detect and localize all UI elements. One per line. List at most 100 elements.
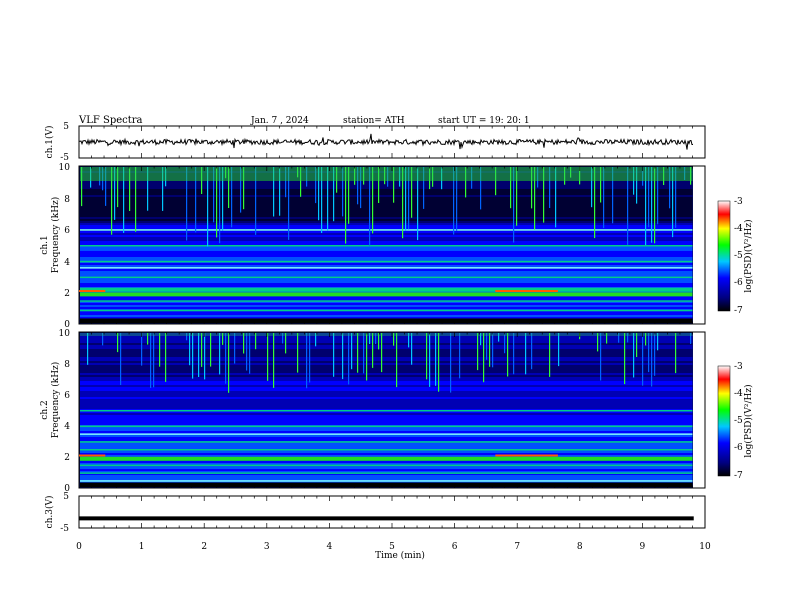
ch2-spectrogram-row [80, 305, 693, 307]
ch2-spectrogram-burst [480, 167, 482, 210]
ch2-spectrogram-row [80, 199, 693, 201]
ch2-spectrogram-burst [315, 167, 317, 204]
ch2-spectrogram-row [80, 217, 693, 219]
ch2b-spectrogram-row [80, 383, 693, 385]
ch2-spectrogram-burst [531, 167, 533, 209]
spec1-tick-8: 8 [64, 195, 70, 205]
ch2-spectrogram-band-segment [495, 290, 558, 292]
ch2-spectrogram-burst [279, 167, 281, 216]
ch2b-spectrogram-burst [255, 333, 257, 350]
ch2b-spectrogram-burst [558, 333, 560, 367]
ch2b-spectrogram-row [80, 379, 693, 381]
ch2b-spectrogram-burst [165, 333, 167, 382]
spec2-tick-10: 10 [59, 329, 71, 339]
ch2-spectrogram-burst [672, 167, 674, 238]
ch2b-spectrogram-row [80, 407, 693, 409]
ch2b-spectrogram-burst [513, 333, 515, 375]
ch2-spectrogram-row [80, 181, 693, 183]
ch2b-spectrogram-row [80, 393, 693, 395]
ch2b-spectrogram-burst [150, 333, 152, 388]
ch2b-spectrogram-burst [411, 333, 413, 365]
ch2b-spectrogram-row [80, 453, 693, 455]
x-tick-label-5: 5 [389, 542, 395, 552]
ch2b-spectrogram-burst [309, 333, 311, 383]
ch2b-spectrogram-row [80, 417, 693, 419]
ch2-spectrogram-burst [327, 167, 329, 231]
ch2b-spectrogram-burst [357, 333, 359, 373]
spec1-ylabel-frequency: Frequency (kHz) [50, 197, 61, 274]
ch2b-spectrogram-burst [366, 333, 368, 381]
ch2b-spectrogram-burst [189, 333, 191, 366]
panel-ch3-waveform: 5 -5 ch.3(V) [44, 492, 706, 534]
ch2b-spectrogram-burst [282, 333, 284, 344]
ch2b-spectrogram-burst [489, 333, 491, 367]
ch2b-spectrogram-row [80, 389, 693, 391]
ch2-spectrogram-burst [162, 167, 164, 211]
spec1-yticks: 10 8 6 4 2 0 [59, 163, 71, 330]
ch2-spectrogram-burst [627, 167, 629, 245]
ch2-spectrogram-burst [114, 167, 116, 220]
ch2-spectrogram-cells [79, 166, 693, 324]
ch2-spectrogram-row [80, 285, 693, 287]
x-axis-label: Time (min) [375, 550, 425, 561]
ch2b-spectrogram-row [80, 401, 693, 403]
ch2b-spectrogram-burst [396, 333, 398, 388]
ch2-spectrogram-row [80, 259, 693, 261]
ch3-ylabel: ch.3(V) [44, 496, 55, 529]
ch2b-spectrogram-band [80, 425, 693, 428]
ch2-spectrogram-row [80, 297, 693, 299]
ch2-spectrogram-row [80, 247, 693, 249]
x-tick-label-9: 9 [640, 542, 646, 552]
ch2-spectrogram-burst [369, 167, 371, 246]
ch2b-spectrogram-row [80, 419, 693, 421]
ch2-spectrogram-burst [243, 167, 245, 210]
ch2-spectrogram-row [80, 201, 693, 203]
ch2b-spectrogram-row [80, 369, 693, 371]
ch2b-spectrogram-burst [285, 333, 287, 354]
ch2-spectrogram-row [80, 205, 693, 207]
ch2-spectrogram-low-band [80, 318, 693, 323]
spec2-tick-8: 8 [64, 360, 70, 370]
x-axis-ticks [78, 126, 706, 528]
ch2-spectrogram-row [80, 215, 693, 217]
ch2b-spectrogram-band [80, 410, 693, 412]
ch2-spectrogram-burst [288, 167, 290, 240]
ch2-spectrogram-burst [513, 167, 515, 243]
ch2b-spectrogram-row [80, 447, 693, 449]
ch2-spectrogram-band [80, 309, 693, 312]
ch2-spectrogram-row [80, 299, 693, 301]
ch2-spectrogram-burst [393, 167, 395, 203]
ch2b-spectrogram-burst [675, 333, 677, 374]
ch2b-spectrogram-cells [79, 332, 693, 488]
ch2b-spectrogram-band [80, 464, 693, 467]
ch2b-spectrogram-row [80, 365, 693, 367]
ch2b-spectrogram-row [80, 427, 693, 429]
ch2b-spectrogram-burst [192, 333, 194, 379]
ch2-spectrogram-band-segment [79, 290, 106, 292]
ch2b-spectrogram-burst [531, 333, 533, 370]
ch2-spectrogram-row [80, 257, 693, 259]
ch2b-spectrogram-row [80, 355, 693, 357]
spec2-ylabel-channel: ch.2 [40, 400, 50, 419]
ch2b-spectrogram-burst [186, 333, 188, 341]
spec2-tick-0: 0 [64, 484, 70, 494]
x-tick-label-1: 1 [139, 542, 145, 552]
ch2b-spectrogram-burst [642, 333, 644, 386]
ch2b-spectrogram-burst [198, 333, 200, 377]
ch2b-spectrogram-row [80, 477, 693, 479]
ch2b-spectrogram-burst [333, 333, 335, 377]
ch2-spectrogram-burst [405, 167, 407, 231]
ch2-spectrogram-row [80, 213, 693, 215]
ch2b-spectrogram-row [80, 381, 693, 383]
ch2b-spectrogram-row [80, 373, 693, 375]
colorbar-2-tick-m3: -3 [734, 362, 743, 372]
ch2b-spectrogram-row [80, 479, 693, 481]
ch2b-spectrogram-burst [426, 333, 428, 380]
ch2b-spectrogram-row [80, 463, 693, 465]
ch2b-spectrogram-row [80, 335, 693, 337]
ch2b-spectrogram-burst [222, 333, 224, 345]
panel-ch2-spectrogram: 10 8 6 4 2 0 ch.2 Frequency (kHz) -3 -4 … [40, 329, 754, 494]
ch2-spectrogram-band [80, 260, 693, 263]
ch2b-spectrogram-band-segment [495, 454, 558, 457]
colorbar-2-tick-m5: -5 [734, 416, 743, 426]
